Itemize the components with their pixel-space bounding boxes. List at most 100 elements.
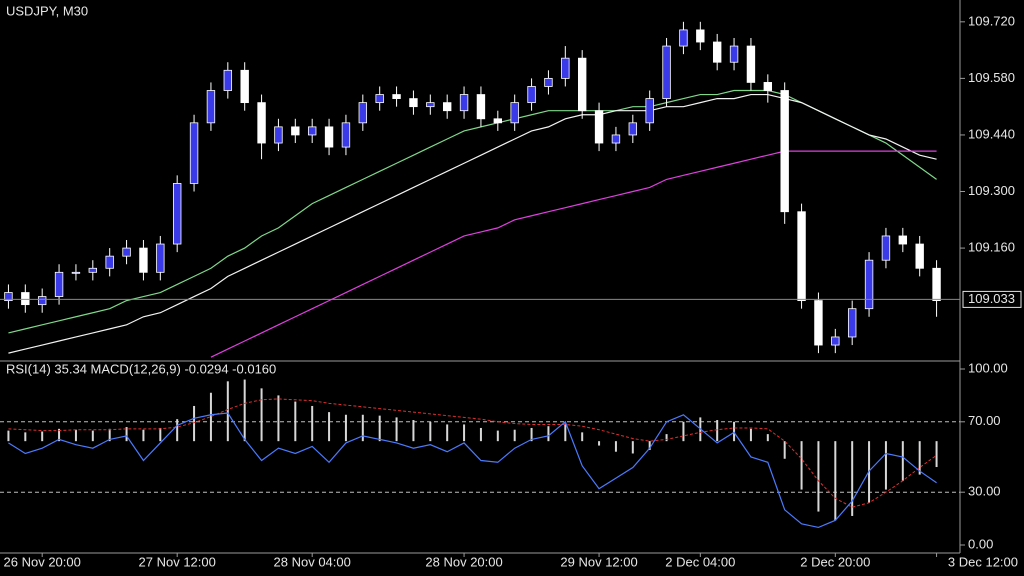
macd-signal: [8, 398, 937, 508]
macd-bar: [74, 429, 77, 442]
candle-body: [831, 336, 840, 346]
macd-bar: [260, 388, 263, 442]
x-tick-label: 2 Dec 20:00: [800, 554, 870, 569]
chart-title: USDJPY, M30: [6, 3, 88, 18]
macd-bar: [783, 441, 786, 459]
candle-body: [257, 102, 266, 144]
candle-body: [139, 247, 148, 273]
macd-bar: [108, 428, 111, 442]
x-tick-label: 3 Dec 12:00: [948, 554, 1018, 569]
macd-bar: [277, 395, 280, 442]
macd-bar: [716, 420, 719, 442]
macd-bar: [142, 429, 145, 442]
rsi-line: [8, 412, 937, 529]
candle-body: [442, 102, 452, 112]
macd-bar: [328, 412, 331, 442]
macd-bar: [243, 379, 246, 442]
macd-bar: [513, 429, 516, 442]
macd-bar: [41, 431, 44, 442]
macd-bar: [412, 420, 415, 442]
macd-bar: [7, 430, 10, 442]
candle-body: [476, 94, 486, 120]
candle-body: [54, 271, 64, 297]
last-price-box: [962, 290, 1022, 308]
macd-bar: [733, 421, 736, 442]
macd-bar: [479, 427, 482, 442]
candle-body: [679, 29, 688, 47]
candle-body: [594, 110, 604, 144]
candle-body: [409, 98, 418, 108]
macd-bar: [631, 441, 634, 454]
macd-bar: [918, 441, 921, 475]
macd-bar: [226, 381, 229, 442]
macd-bar: [665, 434, 668, 442]
candle-body: [544, 77, 553, 87]
y-tick-label: 30.00: [968, 484, 1001, 499]
macd-bar: [800, 441, 803, 490]
x-tick-label: 29 Nov 12:00: [560, 554, 637, 569]
candle-body: [577, 57, 587, 112]
candle-body: [561, 57, 570, 79]
macd-bar: [193, 405, 196, 442]
macd-bar: [935, 441, 938, 468]
candle-body: [426, 102, 435, 108]
y-tick-label: 70.00: [968, 413, 1001, 428]
macd-bar: [564, 423, 567, 442]
macd-bar: [598, 441, 601, 446]
candle-body: [88, 267, 98, 273]
macd-bar: [378, 415, 381, 442]
macd-bar: [361, 414, 364, 442]
candle-body: [189, 122, 199, 184]
macd-bar: [581, 432, 584, 442]
macd-bar: [547, 426, 550, 442]
macd-bar: [58, 428, 61, 442]
candle-body: [105, 255, 114, 269]
candle-body: [37, 296, 47, 306]
candle-body: [527, 86, 536, 104]
x-tick-label: 28 Nov 04:00: [274, 554, 351, 569]
macd-bar: [851, 441, 854, 516]
candle-body: [696, 29, 705, 43]
macd-bar: [446, 424, 449, 442]
macd-bar: [682, 421, 685, 442]
macd-bar: [429, 421, 432, 442]
macd-bar: [766, 434, 769, 442]
candle-body: [628, 122, 638, 136]
candle-body: [729, 45, 739, 63]
y-tick-label: 0.00: [968, 536, 993, 551]
macd-bar: [884, 441, 887, 490]
macd-bar: [648, 441, 651, 450]
candle-body: [223, 69, 233, 91]
macd-bar: [209, 392, 212, 442]
x-tick-label: 28 Nov 20:00: [425, 554, 502, 569]
candle-body: [375, 94, 384, 104]
y-tick-label: 109.580: [968, 70, 1015, 85]
candle-body: [122, 247, 131, 257]
y-tick-label: 100.00: [968, 360, 1008, 375]
macd-bar: [91, 430, 94, 442]
macd-bar: [176, 419, 179, 442]
candle-body: [274, 126, 283, 144]
candle-body: [864, 259, 874, 310]
candle-body: [291, 126, 300, 136]
macd-bar: [614, 441, 617, 452]
y-tick-label: 109.440: [968, 126, 1015, 141]
candle-body: [780, 90, 789, 213]
x-tick-label: 26 Nov 20:00: [4, 554, 81, 569]
macd-bar: [496, 430, 499, 442]
candle-body: [645, 98, 654, 124]
candle-body: [240, 69, 249, 104]
macd-bar: [749, 428, 752, 442]
candle-body: [898, 235, 908, 245]
y-tick-label: 109.300: [968, 183, 1015, 198]
candle-body: [712, 41, 722, 63]
candle-body: [71, 271, 81, 274]
macd-bar: [294, 401, 297, 442]
candle-body: [662, 45, 671, 99]
candle-body: [392, 94, 401, 99]
candle-body: [814, 300, 823, 346]
macd-bar: [311, 405, 314, 442]
y-tick-label: 109.720: [968, 13, 1015, 28]
candle-body: [206, 90, 216, 124]
